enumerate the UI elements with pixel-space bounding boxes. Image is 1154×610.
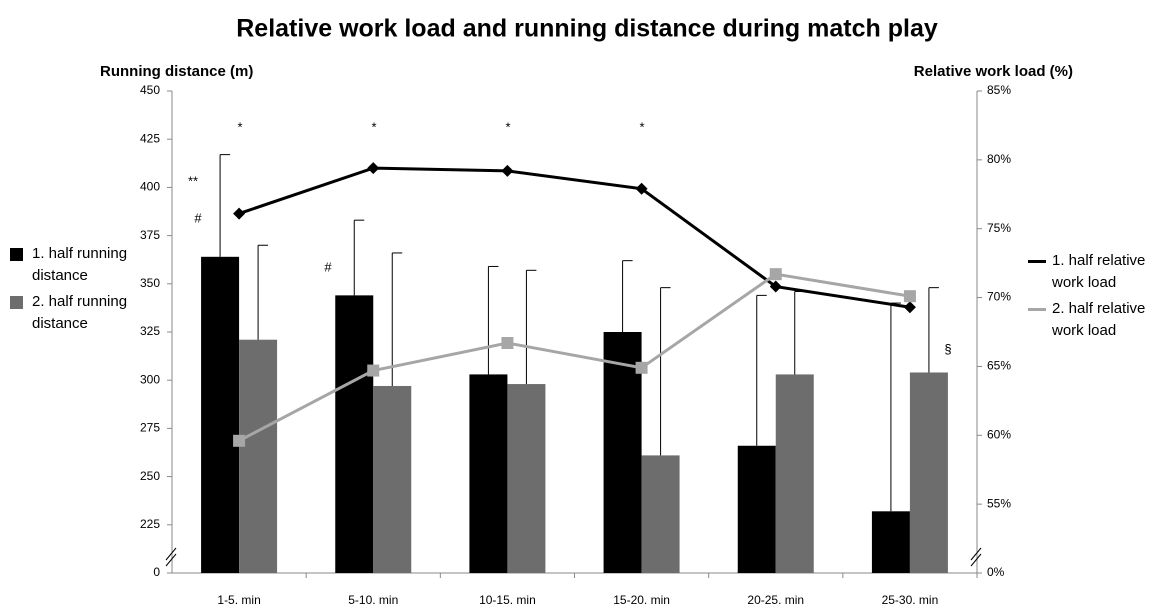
annotation: * xyxy=(505,119,510,134)
annotation: * xyxy=(371,119,376,134)
legend-item: 2. half relative work load xyxy=(1028,298,1154,342)
legend-label: 1. half running distance xyxy=(32,245,128,284)
legend-item: 1. half running distance xyxy=(10,243,145,287)
bar xyxy=(775,374,814,573)
marker xyxy=(635,182,648,195)
y-tick-label: 300 xyxy=(140,372,160,386)
x-tick-label: 15-20. min xyxy=(613,593,670,607)
legend-swatch xyxy=(1028,308,1046,311)
y-tick-label: 250 xyxy=(140,469,160,483)
x-tick-label: 10-15. min xyxy=(479,593,536,607)
line xyxy=(238,272,911,443)
legend-item: 2. half running distance xyxy=(10,291,145,335)
y-tick-label: 375 xyxy=(140,228,160,242)
y-tick-label: 225 xyxy=(140,517,160,531)
legend-item: 1. half relative work load xyxy=(1028,250,1154,294)
error-bar xyxy=(219,154,231,257)
error-bar xyxy=(756,294,767,446)
chart-title: Relative work load and running distance … xyxy=(236,15,938,43)
x-tick-label: 5-10. min xyxy=(348,593,398,607)
annotation: # xyxy=(194,210,202,225)
legend-right: 1. half relative work load 2. half relati… xyxy=(1028,250,1154,346)
error-bar xyxy=(890,302,901,512)
y2-tick-label: 65% xyxy=(987,359,1011,373)
y-tick-label: 325 xyxy=(140,324,160,338)
annotation: # xyxy=(324,259,332,274)
bar xyxy=(239,339,278,573)
error-bar xyxy=(660,287,671,456)
y2-axis-title: Relative work load (%) xyxy=(914,63,1073,80)
legend-swatch xyxy=(10,296,23,309)
marker xyxy=(769,280,782,293)
x-tick-label: 1-5. min xyxy=(217,593,260,607)
bar xyxy=(641,455,680,573)
x-tick-label: 20-25. min xyxy=(747,593,804,607)
bar xyxy=(469,374,508,573)
legend-left: 1. half running distance 2. half running … xyxy=(10,243,145,339)
y-tick-label: 275 xyxy=(140,421,160,435)
error-bar xyxy=(622,260,633,332)
marker xyxy=(903,290,916,303)
y2-tick-label: 55% xyxy=(987,496,1011,510)
marker xyxy=(233,207,246,220)
y-tick-label: 400 xyxy=(140,180,160,194)
line xyxy=(238,166,911,309)
legend-label: 2. half relative work load xyxy=(1052,300,1146,339)
y-tick-label: 425 xyxy=(140,131,160,145)
axis-break xyxy=(165,547,982,567)
legend-swatch xyxy=(10,248,23,261)
y2-tick-label: 75% xyxy=(987,221,1011,235)
marker xyxy=(635,361,648,374)
bar xyxy=(737,445,776,573)
y2-tick-label: 80% xyxy=(987,152,1011,166)
y2-tick-label: 60% xyxy=(987,427,1011,441)
y2-tick-label: 70% xyxy=(987,290,1011,304)
y-tick-label: 0 xyxy=(153,565,160,579)
marker xyxy=(367,364,380,377)
marker xyxy=(903,301,916,314)
error-bar xyxy=(487,265,499,375)
bar xyxy=(201,256,240,573)
annotation: ** xyxy=(188,173,198,188)
legend-label: 1. half relative work load xyxy=(1052,252,1146,291)
bar xyxy=(909,372,948,573)
error-bar xyxy=(794,291,805,375)
y2-tick-label: 0% xyxy=(987,565,1005,579)
bar xyxy=(507,384,546,573)
marker xyxy=(769,268,782,281)
error-bar xyxy=(391,252,403,386)
y-tick-label: 450 xyxy=(140,83,160,97)
legend-swatch xyxy=(1028,260,1046,263)
error-bar xyxy=(257,244,269,340)
bar xyxy=(871,511,910,573)
y-axis-title: Running distance (m) xyxy=(100,63,253,80)
error-bar xyxy=(353,219,365,296)
error-bar xyxy=(928,287,939,373)
bar xyxy=(335,295,374,573)
marker xyxy=(367,162,380,175)
bar xyxy=(373,385,412,573)
legend-label: 2. half running distance xyxy=(32,293,128,332)
marker xyxy=(501,337,514,350)
annotation: * xyxy=(237,119,242,134)
x-tick-label: 25-30. min xyxy=(882,593,939,607)
y-tick-label: 350 xyxy=(140,276,160,290)
y2-tick-label: 85% xyxy=(987,83,1011,97)
annotation: § xyxy=(944,341,951,356)
marker xyxy=(233,434,246,447)
marker xyxy=(501,164,514,177)
bar xyxy=(603,332,642,573)
annotation: * xyxy=(639,119,644,134)
error-bar xyxy=(525,269,537,385)
